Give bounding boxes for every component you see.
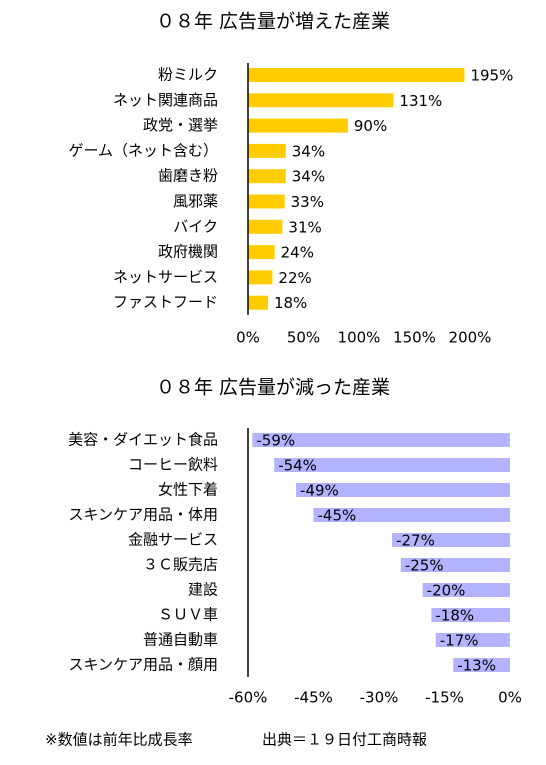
category-label: コーヒー飲料	[128, 456, 218, 474]
value-label: -27%	[396, 532, 435, 550]
category-label: 政府機関	[158, 243, 218, 261]
value-label: -13%	[457, 657, 496, 675]
bar	[248, 219, 283, 234]
x-tick-label: 200%	[449, 329, 492, 347]
bar	[248, 169, 286, 184]
category-label: スキンケア用品・体用	[68, 506, 218, 524]
category-label: 粉ミルク	[158, 66, 218, 84]
source: 出典＝１９日付工商時報	[262, 731, 427, 749]
category-label: 風邪薬	[173, 192, 218, 210]
value-label: -25%	[405, 557, 444, 575]
x-tick-label: 50%	[287, 329, 320, 347]
chart-title: ０８年 広告量が減った産業	[156, 377, 390, 399]
value-label: -17%	[440, 632, 479, 650]
bar	[274, 458, 510, 472]
value-label: 33%	[291, 193, 324, 211]
value-label: -49%	[300, 482, 339, 500]
x-tick-label: -15%	[425, 689, 464, 707]
value-label: 131%	[399, 92, 442, 110]
footnote: ※数値は前年比成長率	[45, 731, 193, 749]
category-label: 建設	[188, 581, 218, 599]
bar	[313, 508, 510, 522]
bar	[248, 270, 273, 285]
x-tick-label: 0%	[498, 689, 522, 707]
x-tick-label: 0%	[236, 329, 260, 347]
bar	[248, 68, 465, 82]
value-label: 18%	[274, 294, 307, 312]
category-label: ネット関連商品	[113, 91, 218, 109]
x-tick-label: -60%	[229, 689, 268, 707]
chart-title: ０８年 広告量が増えた産業	[156, 11, 390, 33]
bar	[252, 433, 510, 447]
category-label: バイク	[173, 217, 218, 235]
category-label: ファストフード	[113, 293, 218, 311]
value-label: 90%	[354, 117, 387, 135]
bar	[392, 533, 510, 547]
value-label: 31%	[288, 218, 321, 236]
category-label: 金融サービス	[128, 531, 218, 549]
category-label: 歯磨き粉	[158, 167, 218, 185]
x-tick-label: -30%	[360, 689, 399, 707]
category-label: 政党・選挙	[143, 116, 218, 134]
bar	[248, 93, 394, 108]
bar	[435, 633, 510, 647]
x-tick-label: 150%	[393, 329, 436, 347]
category-label: 美容・ダイエット食品	[68, 431, 218, 449]
bar	[296, 483, 510, 497]
category-label: ＳＵＶ車	[158, 606, 218, 624]
bar	[248, 194, 285, 209]
bar	[400, 558, 510, 572]
value-label: -59%	[256, 432, 295, 450]
value-label: -20%	[427, 582, 466, 600]
x-tick-label: -45%	[294, 689, 333, 707]
value-label: 34%	[292, 142, 325, 160]
value-label: 24%	[281, 244, 314, 262]
category-label: 普通自動車	[143, 631, 218, 649]
category-label: ３Ｃ販売店	[143, 556, 218, 574]
value-label: -18%	[435, 607, 474, 625]
bar	[248, 295, 268, 310]
category-label: ネットサービス	[113, 268, 218, 286]
bar	[431, 608, 510, 622]
value-label: -45%	[318, 507, 357, 525]
value-label: 195%	[470, 67, 513, 85]
category-label: スキンケア用品・顔用	[68, 656, 218, 674]
bar	[248, 245, 275, 260]
bar	[248, 143, 286, 158]
category-label: ゲーム（ネット含む）	[68, 141, 218, 159]
category-label: 女性下着	[158, 481, 218, 499]
value-label: 22%	[278, 269, 311, 287]
bar	[422, 583, 510, 597]
value-label: 34%	[292, 168, 325, 186]
x-tick-label: 100%	[338, 329, 381, 347]
bar	[248, 118, 348, 133]
value-label: -54%	[278, 457, 317, 475]
bar	[453, 658, 510, 672]
